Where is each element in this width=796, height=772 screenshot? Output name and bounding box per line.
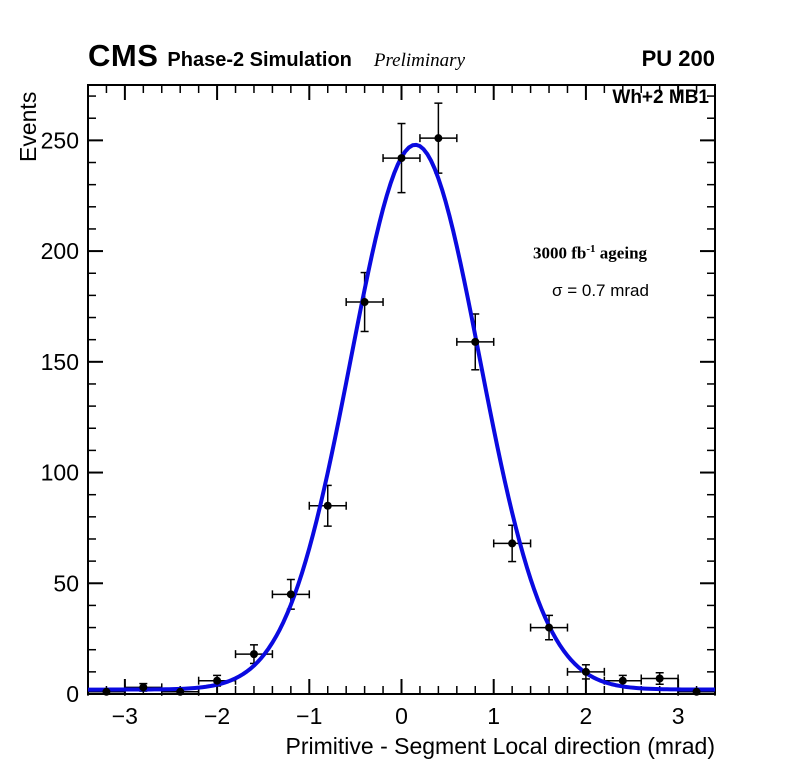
svg-text:0: 0 [66,681,79,707]
station-label: Wh+2 MB1 [612,87,709,108]
svg-text:250: 250 [41,127,79,153]
svg-text:−1: −1 [296,703,322,729]
lumi-suffix: ageing [595,243,648,263]
svg-text:50: 50 [53,570,79,596]
header-subtitle: Phase-2 Simulation [167,49,352,71]
x-axis-title: Primitive - Segment Local direction (mra… [285,733,715,759]
svg-text:150: 150 [41,349,79,375]
annotation-lumi: 3000 fb-1 ageing [533,243,647,264]
svg-text:200: 200 [41,238,79,264]
svg-text:3: 3 [672,703,685,729]
svg-text:−3: −3 [112,703,138,729]
svg-text:−2: −2 [204,703,230,729]
y-axis-title: Events [15,91,41,162]
svg-text:1: 1 [487,703,500,729]
svg-text:2: 2 [580,703,593,729]
plot-header: CMS Phase-2 Simulation Preliminary PU 20… [88,38,715,74]
svg-text:0: 0 [395,703,408,729]
header-pileup-label: PU 200 [641,46,715,71]
annotation-sigma: σ = 0.7 mrad [552,281,649,300]
header-preliminary: Preliminary [373,50,466,71]
lumi-prefix: 3000 fb [533,243,587,263]
cms-logo-text: CMS [88,38,159,73]
lumi-superscript: -1 [586,243,596,255]
svg-text:100: 100 [41,460,79,486]
